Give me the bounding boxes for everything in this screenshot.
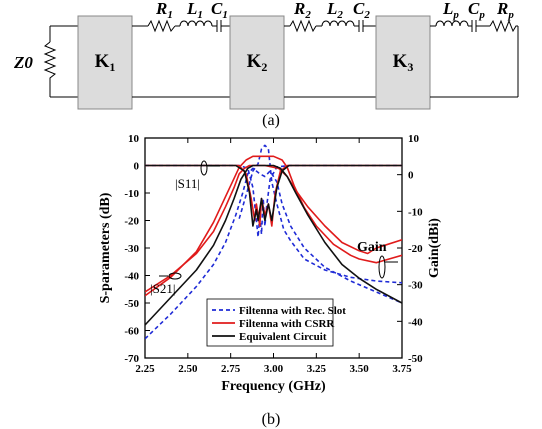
x-tick-label: 2.50	[178, 363, 198, 375]
lp-label: Lp	[442, 0, 459, 21]
gain-marker-ellipse	[378, 255, 386, 279]
c2-label: C2	[353, 0, 370, 21]
legend-entry: Equivalent Circuit	[239, 331, 327, 343]
cp-label: Cp	[468, 0, 485, 21]
x-tick-label: 2.75	[221, 363, 241, 375]
y2-axis-label: Gain(dBi)	[427, 218, 442, 278]
x-tick-label: 3.00	[264, 363, 284, 375]
series-0-s21-line	[145, 167, 402, 340]
y2-tick-label: -50	[408, 353, 423, 365]
source-impedance-resistor	[43, 41, 57, 80]
series-1-gain-line	[145, 155, 402, 297]
z0-label: Z0	[13, 53, 33, 72]
resistor-r2	[289, 19, 317, 33]
y-tick-label: -10	[124, 188, 139, 200]
series-1-s21-line	[145, 164, 402, 293]
rp-label: Rp	[496, 0, 514, 21]
resistor-rp	[489, 19, 518, 33]
series-2-s11-line	[145, 164, 402, 227]
y2-tick-label: -30	[408, 280, 423, 292]
s21-marker-ellipse	[168, 272, 182, 280]
coupling-block-k1	[77, 15, 133, 110]
y2-tick-label: -40	[408, 316, 423, 328]
y-tick-label: -20	[124, 216, 139, 228]
caption-a: (a)	[262, 112, 280, 129]
x-axis-label: Frequency (GHz)	[221, 379, 326, 394]
coupling-block-k2	[229, 15, 285, 110]
equivalent-circuit-diagram	[43, 15, 519, 110]
y2-tick-label: -10	[408, 206, 423, 218]
gain-label: Gain	[357, 240, 387, 255]
y2-tick-label: 0	[408, 170, 414, 182]
y2-tick-label: 10	[408, 133, 420, 145]
y-tick-label: -70	[124, 353, 139, 365]
y-tick-label: -50	[124, 298, 139, 310]
series-0-gain-line	[238, 144, 402, 284]
x-tick-label: 3.25	[307, 363, 327, 375]
inductor-l2	[321, 20, 355, 27]
s11-marker-ellipse	[200, 160, 208, 176]
s11-label: |S11|	[175, 176, 200, 191]
y-tick-label: 10	[128, 133, 140, 145]
inductor-lp	[435, 20, 469, 27]
coupling-block-k3	[375, 15, 431, 110]
k2-label: K2	[247, 51, 268, 74]
plot-area	[145, 144, 402, 340]
s21-label: |S21|	[150, 281, 175, 296]
y-tick-label: -30	[124, 243, 139, 255]
caption-b: (b)	[262, 411, 281, 428]
r2-label: R2	[293, 0, 311, 21]
series-2-s21-line	[145, 164, 402, 326]
legend-entry: Filtenna with Rec. Slot	[239, 305, 346, 317]
x-tick-label: 3.50	[350, 363, 370, 375]
y-tick-label: 0	[134, 161, 140, 173]
r1-label: R1	[155, 0, 173, 21]
inductor-l1	[179, 20, 213, 27]
c1-label: C1	[211, 0, 228, 21]
y-tick-label: -60	[124, 326, 139, 338]
y-axis-label: S-parameters (dB)	[98, 192, 113, 303]
x-tick-label: 3.75	[392, 363, 412, 375]
y2-tick-label: -20	[408, 243, 423, 255]
l2-label: L2	[326, 0, 343, 21]
legend-entry: Filtenna with CSRR	[239, 318, 335, 330]
resistor-r1	[147, 19, 176, 33]
s-parameter-gain-chart: 2.25 2.50 2.75 3.00 3.25 3.50 3.75 10 0 -10 -20 -30…	[98, 133, 442, 394]
k3-label: K3	[393, 51, 414, 74]
l1-label: L1	[186, 0, 203, 21]
x-tick-label: 2.25	[135, 363, 155, 375]
k1-label: K1	[95, 51, 116, 74]
y-tick-label: -40	[124, 271, 139, 283]
